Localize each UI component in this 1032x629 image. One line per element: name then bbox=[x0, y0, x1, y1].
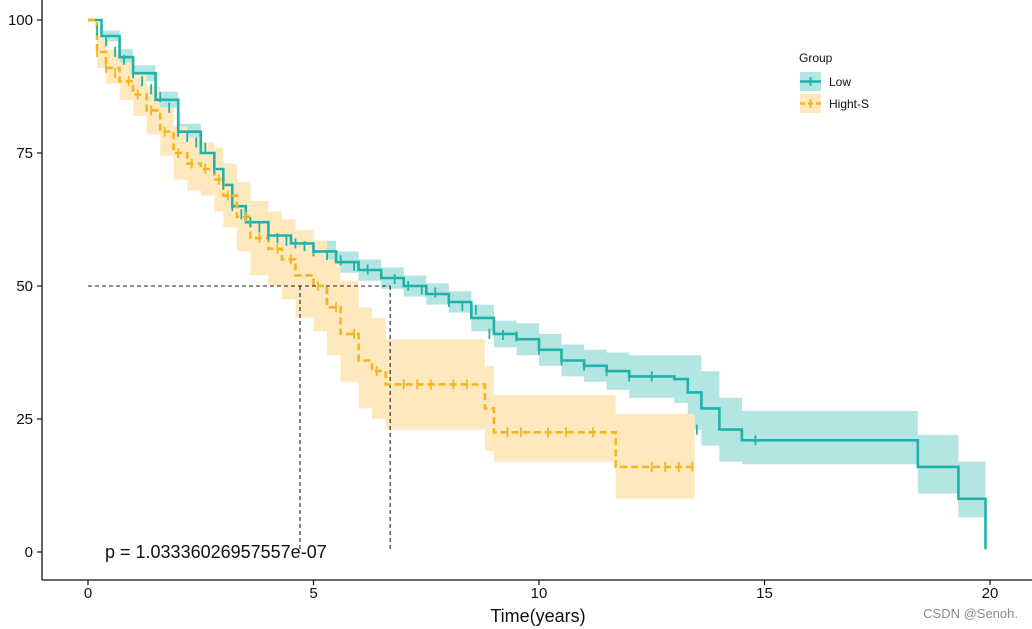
x-axis-ticks: 0 5 10 15 20 bbox=[84, 580, 999, 602]
legend-label-low: Low bbox=[829, 75, 851, 89]
censor-marks bbox=[96, 25, 757, 472]
x-tick-label: 15 bbox=[756, 585, 773, 602]
legend-item-hight-s: Hight-S bbox=[800, 94, 869, 113]
legend: Group Low Hight-S bbox=[799, 51, 869, 113]
y-axis-ticks: 0 25 50 75 100 bbox=[8, 12, 42, 561]
x-tick-label: 0 bbox=[84, 585, 92, 602]
survival-curve-low bbox=[88, 18, 987, 550]
x-tick-label: 10 bbox=[531, 585, 548, 602]
legend-item-low: Low bbox=[800, 72, 851, 91]
y-tick-label: 50 bbox=[16, 278, 33, 295]
x-tick-label: 5 bbox=[309, 585, 317, 602]
legend-title: Group bbox=[799, 51, 833, 65]
watermark: CSDN @Senoh. bbox=[923, 606, 1018, 621]
x-tick-label: 20 bbox=[982, 585, 999, 602]
axes bbox=[41, 0, 1032, 581]
confidence-band-low bbox=[88, 20, 986, 550]
median-reference-lines bbox=[88, 285, 391, 552]
y-tick-label: 0 bbox=[25, 544, 33, 561]
survival-curves bbox=[88, 18, 987, 550]
y-tick-label: 75 bbox=[16, 145, 33, 162]
confidence-bands bbox=[88, 20, 986, 550]
y-tick-label: 25 bbox=[16, 411, 33, 428]
legend-label-hight-s: Hight-S bbox=[829, 97, 869, 111]
confidence-band-hight-s bbox=[88, 20, 695, 499]
survival-curve-hight-s bbox=[88, 18, 695, 469]
x-axis-title: Time(years) bbox=[490, 606, 585, 626]
y-tick-label: 100 bbox=[8, 12, 33, 29]
p-value-annotation: p = 1.03336026957557e-07 bbox=[105, 542, 327, 562]
